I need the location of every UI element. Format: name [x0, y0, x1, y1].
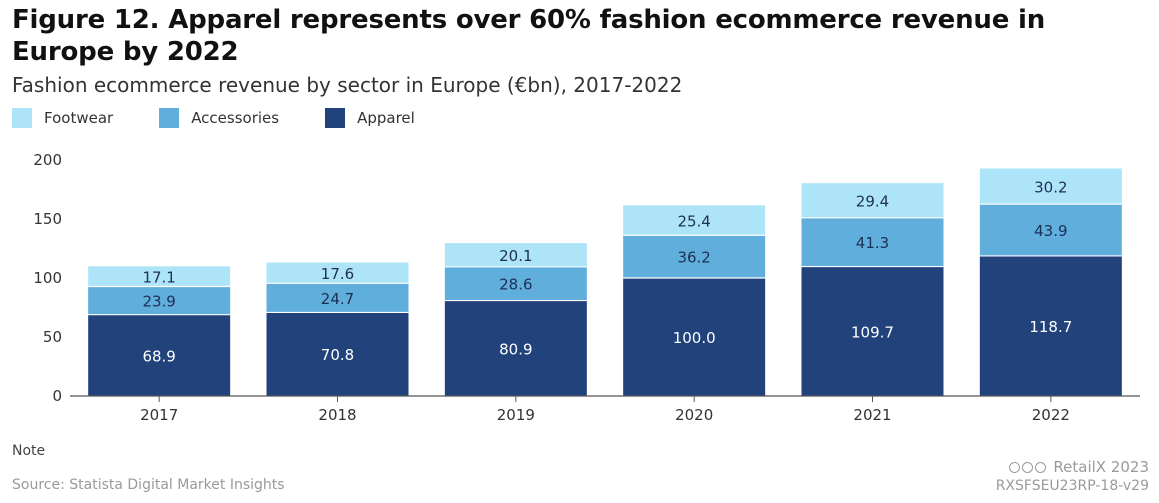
- data-label-footwear: 29.4: [856, 192, 889, 210]
- data-label-accessories: 24.7: [321, 290, 354, 308]
- x-tick-label: 2020: [675, 406, 713, 424]
- bar-apparel-2021: [801, 266, 944, 396]
- bar-apparel-2020: [623, 278, 766, 396]
- legend-item-accessories: Accessories: [159, 108, 279, 128]
- data-label-apparel: 118.7: [1029, 318, 1072, 336]
- brand-label: RetailX 2023: [1053, 458, 1149, 476]
- bar-footwear-2018: [266, 262, 409, 284]
- bar-footwear-2022: [979, 168, 1122, 205]
- bar-accessories-2022: [979, 204, 1122, 256]
- data-label-apparel: 109.7: [851, 323, 894, 341]
- data-label-accessories: 36.2: [677, 249, 710, 267]
- data-label-apparel: 68.9: [142, 347, 175, 365]
- chart-title: Figure 12. Apparel represents over 60% f…: [12, 5, 1046, 67]
- bar-footwear-2020: [623, 205, 766, 236]
- bar-apparel-2019: [444, 300, 587, 396]
- brand: RetailX 2023: [1009, 458, 1149, 476]
- bar-footwear-2017: [88, 266, 231, 287]
- source-text: Source: Statista Digital Market Insights: [12, 477, 285, 493]
- legend-label-accessories: Accessories: [191, 109, 280, 127]
- bar-accessories-2021: [801, 217, 944, 267]
- legend-item-apparel: Apparel: [325, 108, 415, 128]
- y-tick-label: 150: [33, 210, 62, 228]
- bar-accessories-2019: [444, 266, 587, 301]
- bar-apparel-2018: [266, 312, 409, 396]
- data-label-accessories: 28.6: [499, 276, 532, 294]
- bar-accessories-2017: [88, 286, 231, 315]
- bar-footwear-2019: [444, 243, 587, 267]
- data-label-footwear: 20.1: [499, 247, 532, 265]
- note-label: Note: [12, 443, 46, 459]
- stacked-bar-chart: 0 50 100 150 200 68.9 23.9 17.1 2017 70.8 24.7 17.6…: [33, 151, 1140, 424]
- legend-swatch-accessories: [159, 108, 180, 128]
- data-label-footwear: 30.2: [1034, 178, 1067, 196]
- x-tick-label: 2017: [140, 406, 178, 424]
- bar-apparel-2022: [979, 255, 1122, 396]
- data-label-apparel: 100.0: [673, 329, 716, 347]
- legend-label-footwear: Footwear: [44, 109, 114, 127]
- data-label-footwear: 25.4: [677, 212, 710, 230]
- legend-item-footwear: Footwear: [12, 108, 113, 128]
- bar-accessories-2020: [623, 235, 766, 278]
- x-tick-label: 2018: [318, 406, 356, 424]
- y-tick-label: 50: [43, 328, 62, 346]
- data-label-accessories: 23.9: [142, 293, 175, 311]
- creative-commons-icon: [1009, 461, 1048, 473]
- report-code: RXSFSEU23RP-18-v29: [995, 478, 1149, 494]
- x-tick-label: 2022: [1032, 406, 1070, 424]
- bar-apparel-2017: [88, 314, 231, 396]
- x-tick-label: 2019: [497, 406, 535, 424]
- legend-swatch-apparel: [325, 108, 346, 128]
- legend: Footwear Accessories Apparel: [12, 108, 461, 128]
- data-label-apparel: 80.9: [499, 340, 532, 358]
- bar-accessories-2018: [266, 283, 409, 313]
- data-label-footwear: 17.1: [142, 268, 175, 286]
- y-tick-label: 200: [33, 151, 62, 169]
- data-label-apparel: 70.8: [321, 346, 354, 364]
- data-label-footwear: 17.6: [321, 265, 354, 283]
- data-label-accessories: 41.3: [856, 234, 889, 252]
- legend-label-apparel: Apparel: [357, 109, 415, 127]
- y-tick-label: 100: [33, 269, 62, 287]
- y-tick-label: 0: [52, 387, 62, 405]
- bar-footwear-2021: [801, 183, 944, 218]
- chart-subtitle: Fashion ecommerce revenue by sector in E…: [12, 73, 683, 97]
- x-tick-label: 2021: [853, 406, 891, 424]
- legend-swatch-footwear: [12, 108, 32, 128]
- data-label-accessories: 43.9: [1034, 222, 1067, 240]
